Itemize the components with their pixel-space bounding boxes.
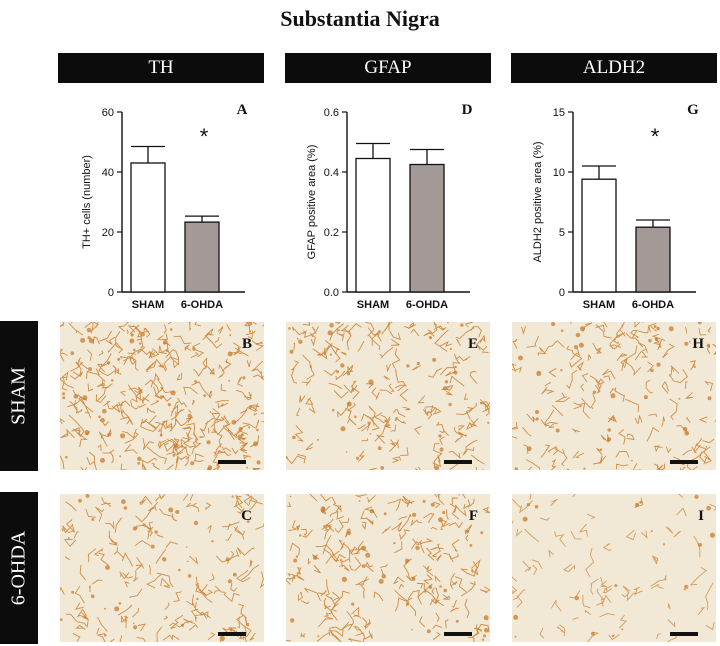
panel-letter: G [687,102,699,118]
bar-6-ohda [184,221,220,293]
panel-letter-i: I [698,508,704,524]
significance-asterisk: * [200,124,209,149]
scale-bar [218,632,246,636]
column-header-gfap: GFAP [285,53,491,83]
row-label-6-ohda: 6-OHDA [0,492,38,644]
column-header-aldh2: ALDH2 [511,53,717,83]
bar-chart-svg: 0 5 10 15 ALDH2 positive area (%) SHAM 6-OHDA G… [532,102,699,311]
y-tick-label: 0.6 [324,107,339,119]
panel-letter-h: H [692,336,704,352]
micrograph-aldh2-sham: H [512,322,716,470]
tissue-texture [286,322,490,470]
tissue-texture [512,322,716,470]
micrograph-gfap-sham: E [286,322,490,470]
x-tick-label: SHAM [132,299,164,311]
y-tick-label: 5 [559,227,565,239]
row-label-6-ohda-text: 6-OHDA [7,530,30,606]
bar-6-ohda [409,163,445,293]
y-axis-label: TH+ cells (number) [81,155,93,249]
figure-title: Substantia Nigra [280,6,440,31]
panel-letter-f: F [468,508,478,524]
scale-bar [444,460,472,464]
bar-sham [130,162,166,293]
bar-chart-svg: 0.0 0.2 0.4 0.6 GFAP positive area (%) SHAM 6-… [306,102,473,311]
y-tick-label: 0 [108,287,114,299]
scale-bar [670,632,698,636]
scale-bar [670,460,698,464]
scale-bar [444,632,472,636]
y-tick-label: 0.2 [324,227,339,239]
column-header-th: TH [58,53,264,83]
bar-6-ohda [635,226,671,293]
significance-asterisk: * [651,124,660,149]
micrograph-gfap-6-ohda: F [286,494,490,642]
y-axis-label: GFAP positive area (%) [306,145,318,260]
bar-sham [355,157,391,293]
tissue-texture [60,494,264,642]
row-label-sham: SHAM [0,321,38,471]
micrograph-th-6-ohda: C [60,494,264,642]
x-tick-label: 6-OHDA [181,299,223,311]
y-tick-label: 0.4 [324,167,339,179]
y-tick-label: 15 [553,107,565,119]
y-tick-label: 0 [559,287,565,299]
scale-bar [218,460,246,464]
chart-gfap: 0.0 0.2 0.4 0.6 GFAP positive area (%) SHAM 6-… [285,96,515,318]
x-tick-label: SHAM [583,299,615,311]
panel-letter: A [237,102,248,118]
tissue-texture [512,494,716,642]
chart-th: 0 20 40 60 TH+ cells (number) SHAM 6-OHDA A * [60,96,290,318]
panel-letter: D [462,102,473,118]
panel-letter-c: C [241,508,252,524]
panel-letter-b: B [241,336,252,352]
y-tick-label: 60 [102,107,114,119]
row-label-sham-text: SHAM [7,367,30,425]
x-tick-label: 6-OHDA [632,299,674,311]
y-tick-label: 20 [102,227,114,239]
tissue-texture [286,494,490,642]
y-axis-label: ALDH2 positive area (%) [532,141,544,262]
micrograph-th-sham: B [60,322,264,470]
x-tick-label: 6-OHDA [406,299,448,311]
y-tick-label: 0.0 [324,287,339,299]
bar-sham [581,178,617,293]
bar-chart-svg: 0 20 40 60 TH+ cells (number) SHAM 6-OHDA A * [81,102,248,311]
panel-letter-e: E [467,336,478,352]
tissue-texture [60,322,264,470]
micrograph-aldh2-6-ohda: I [512,494,716,642]
chart-aldh2: 0 5 10 15 ALDH2 positive area (%) SHAM 6-OHDA G… [511,96,720,318]
y-tick-label: 10 [553,167,565,179]
y-tick-label: 40 [102,167,114,179]
x-tick-label: SHAM [357,299,389,311]
